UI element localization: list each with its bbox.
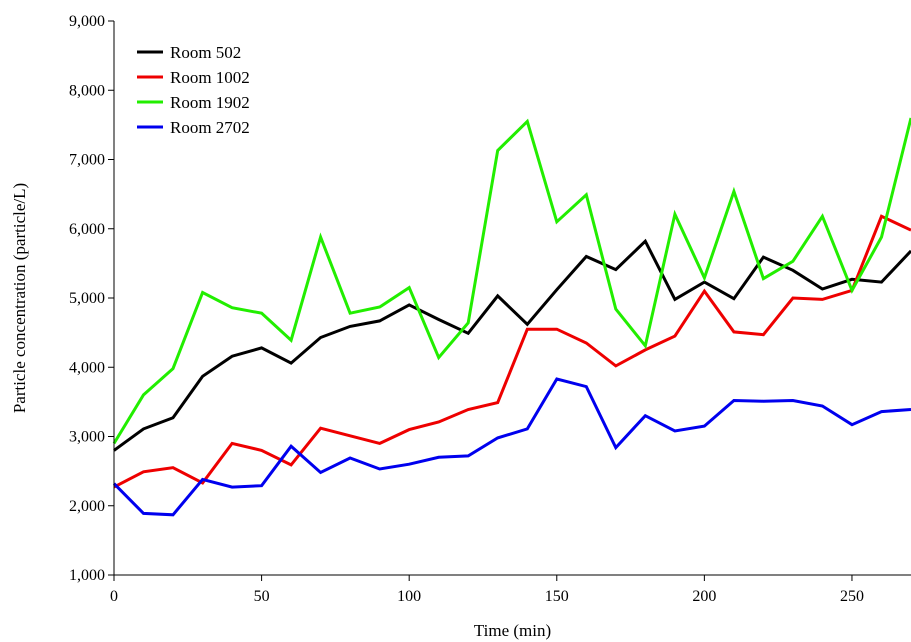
series-line-room-2702 [114,379,911,515]
legend-label: Room 1002 [170,68,250,87]
y-tick-label: 8,000 [69,82,105,99]
legend-label: Room 502 [170,43,241,62]
legend-label: Room 2702 [170,118,250,137]
x-tick-label: 100 [397,588,421,605]
y-tick-label: 3,000 [69,429,105,446]
x-tick-label: 150 [545,588,569,605]
x-tick-label: 250 [840,588,864,605]
x-axis-title: Time (min) [474,621,551,640]
y-tick-label: 2,000 [69,498,105,515]
y-tick-label: 9,000 [69,13,105,30]
y-tick-label: 6,000 [69,221,105,238]
legend: Room 502 Room 1002 Room 1902 Room 2702 [137,43,250,137]
x-tick-label: 0 [110,588,118,605]
x-ticks: 0 50 100 150 200 250 [110,575,864,605]
y-ticks: 1,000 2,000 3,000 4,000 5,000 6,000 7,000 8,000… [69,13,114,584]
x-tick-label: 50 [254,588,270,605]
y-tick-label: 1,000 [69,567,105,584]
y-tick-label: 7,000 [69,152,105,169]
plot-lines [114,118,911,515]
y-tick-label: 5,000 [69,290,105,307]
y-axis-title: Particle concentration (particle/L) [10,183,29,413]
series-line-room-1002 [114,216,911,487]
series-line-room-1902 [114,118,911,443]
y-tick-label: 4,000 [69,359,105,376]
x-tick-label: 200 [692,588,716,605]
legend-label: Room 1902 [170,93,250,112]
series-line-room-502 [114,241,911,450]
